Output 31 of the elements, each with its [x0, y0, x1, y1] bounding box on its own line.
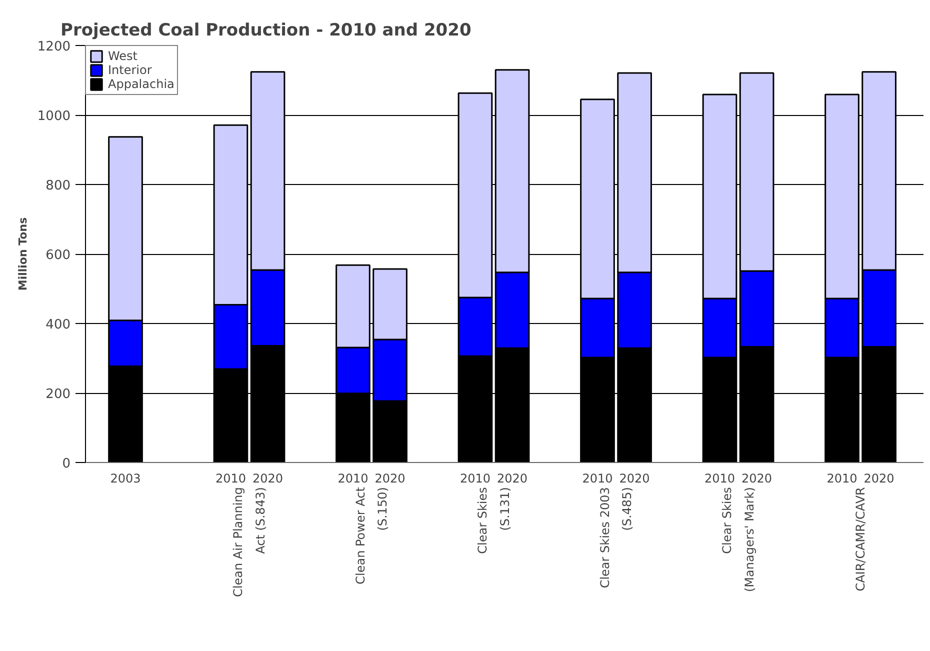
x-tick-label: 2010 [582, 472, 613, 486]
y-tick-label: 1200 [37, 40, 71, 54]
x-tick-label: 2010 [215, 472, 246, 486]
x-tick-label: 2020 [374, 472, 406, 486]
x-tick-label: 2020 [742, 472, 772, 486]
legend-label: Interior [108, 63, 152, 77]
text: Clean Air Planning Act (S.843) [231, 487, 268, 597]
legend-label: Appalachia [108, 77, 174, 91]
x-tick-label: 2003 [110, 472, 141, 486]
text: Clear Skies 2003 (S.485) [598, 487, 634, 588]
text: CAIR/CAMR/CAVR [854, 487, 868, 592]
text: Clear Skies (S.131) [476, 487, 512, 554]
y-tick-label: 400 [46, 318, 71, 332]
x-tick-label: 2020 [497, 472, 528, 486]
text: Clear Skies (Managers' Mark) [720, 487, 756, 592]
x-tick-label: 2020 [252, 472, 284, 486]
y-axis-title: Million Tons [16, 216, 30, 291]
x-tick-label: 2020 [864, 472, 894, 486]
x-tick-label: 2020 [619, 472, 650, 486]
y-tick-label: 0 [62, 456, 71, 472]
text: Clean Power Act (S.150) [353, 486, 390, 584]
y-tick-label: 1000 [37, 109, 71, 124]
legend-label: West [108, 49, 138, 63]
y-tick-label: 200 [46, 387, 71, 402]
y-tick-label: 800 [46, 178, 71, 194]
x-tick-label: 2010 [826, 472, 858, 486]
chart-title: Projected Coal Production - 2010 and 2020 [60, 20, 472, 40]
x-tick-label: 2010 [704, 472, 736, 486]
x-tick-label: 2010 [338, 472, 368, 486]
x-tick-label: 2010 [460, 472, 491, 486]
y-tick-label: 600 [46, 248, 71, 263]
